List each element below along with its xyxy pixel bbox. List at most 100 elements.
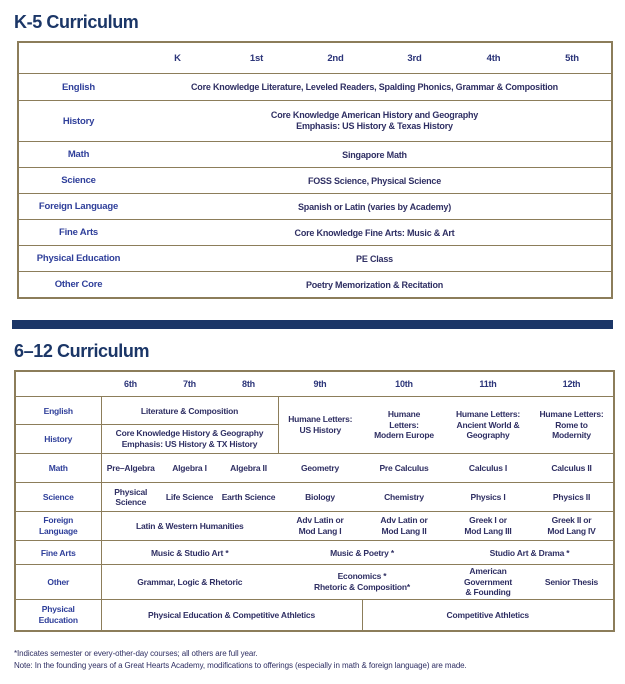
course-cell: Grammar, Logic & Rhetoric: [101, 564, 278, 600]
text-line: Physical: [41, 604, 75, 615]
g612-row-fine-arts: Fine Arts Music & Studio Art * Music & P…: [15, 540, 614, 565]
k5-row-math: Math Singapore Math: [18, 141, 612, 168]
k5-corner-cell: [18, 42, 138, 74]
course-cell: Calculus II: [530, 453, 614, 483]
g612-row-math: Math Pre–Algebra Algebra I Algebra II Ge…: [15, 453, 614, 483]
course-cell: FOSS Science, Physical Science: [138, 167, 612, 194]
g612-curriculum-table: 6th 7th 8th 9th 10th 11th 12th English L…: [14, 370, 615, 632]
subject-cell: History: [15, 424, 102, 454]
course-cell: Core Knowledge Fine Arts: Music & Art: [138, 219, 612, 246]
g612-grade-header: 10th: [362, 371, 446, 397]
text-line: Language: [38, 526, 78, 536]
text-line: Humane: [387, 409, 421, 420]
subject-cell: Foreign Language: [15, 511, 102, 541]
text-line: Emphasis: US History & TX History: [121, 439, 258, 449]
k5-grade-header: 3rd: [375, 42, 454, 74]
course-cell: Latin & Western Humanities: [101, 511, 278, 541]
g612-row-physical-education: Physical Education Physical Education & …: [15, 599, 614, 632]
course-cell: Pre Calculus: [362, 453, 446, 483]
course-cell: Poetry Memorization & Recitation: [138, 271, 612, 299]
subject-cell: English: [15, 396, 102, 425]
g612-row-foreign-language: Foreign Language Latin & Western Humanit…: [15, 511, 614, 541]
g612-grade-header: 11th: [446, 371, 530, 397]
course-cell: Physics I: [446, 482, 530, 512]
course-cell: Senior Thesis: [530, 564, 614, 600]
course-cell: Adv Latin or Mod Lang II: [362, 511, 446, 541]
text-line: Core Knowledge History & Geography: [115, 428, 264, 439]
k5-grade-header: 1st: [217, 42, 296, 74]
text-line: Foreign: [43, 515, 74, 526]
text-line: Core Knowledge American History and Geog…: [270, 109, 479, 120]
course-cell: Geometry: [278, 453, 362, 483]
subject-cell: Foreign Language: [18, 193, 138, 220]
course-cell-humane-10th: Humane Letters: Modern Europe: [362, 396, 446, 454]
course-cell: Greek II or Mod Lang IV: [530, 511, 614, 541]
k5-grade-header: 4th: [454, 42, 533, 74]
text-line: Mod Lang IV: [547, 526, 596, 536]
k5-row-english: English Core Knowledge Literature, Level…: [18, 73, 612, 101]
g612-grade-header: 6th: [101, 371, 160, 397]
k5-grade-header: 2nd: [296, 42, 375, 74]
subject-cell: Fine Arts: [15, 540, 102, 565]
text-line: US History: [299, 425, 342, 435]
g612-grade-header: 12th: [530, 371, 614, 397]
course-cell: Biology: [278, 482, 362, 512]
k5-row-fine-arts: Fine Arts Core Knowledge Fine Arts: Musi…: [18, 219, 612, 246]
course-cell: Pre–Algebra: [101, 453, 160, 483]
course-cell: Chemistry: [362, 482, 446, 512]
text-line: Humane Letters:: [539, 409, 604, 420]
course-cell: Music & Studio Art *: [101, 540, 278, 565]
text-line: Adv Latin or: [380, 515, 428, 526]
text-line: Mod Lang II: [381, 526, 427, 536]
text-line: Geography: [466, 430, 510, 441]
text-line: Economics *: [337, 571, 387, 582]
g612-section-title: 6–12 Curriculum: [14, 341, 150, 361]
text-line: Mod Lang I: [298, 526, 342, 536]
subject-cell: English: [18, 73, 138, 101]
g612-corner-cell: [15, 371, 101, 397]
text-line: Greek I or: [469, 515, 507, 526]
text-line: Modernity: [552, 430, 591, 441]
g612-grade-header: 8th: [219, 371, 278, 397]
subject-cell: Physical Education: [15, 599, 102, 632]
text-line: Modern Europe: [374, 430, 434, 441]
text-line: Education: [38, 614, 78, 625]
g612-row-science: Science Physical Science Life Science Ea…: [15, 482, 614, 512]
text-line: Greek II or: [551, 515, 592, 526]
subject-cell: Math: [18, 141, 138, 168]
text-line: Humane Letters:: [288, 414, 353, 425]
text-line: Rome to: [555, 419, 588, 430]
course-cell: Life Science: [160, 482, 219, 512]
text-line: Emphasis: US History & Texas History: [296, 121, 453, 131]
course-cell: Core Knowledge Literature, Leveled Reade…: [138, 73, 612, 101]
text-line: Humane Letters:: [455, 409, 521, 420]
course-cell: Greek I or Mod Lang III: [446, 511, 530, 541]
g612-row-english: English Literature & Composition Humane …: [15, 396, 614, 454]
subject-cell: Fine Arts: [18, 219, 138, 246]
course-cell: Adv Latin or Mod Lang I: [278, 511, 362, 541]
footnote-note: Note: In the founding years of a Great H…: [14, 661, 467, 671]
course-cell: Physical Education & Competitive Athleti…: [101, 599, 362, 632]
section-divider-bar: [12, 320, 613, 329]
k5-row-foreign-language: Foreign Language Spanish or Latin (varie…: [18, 193, 612, 220]
course-cell: Competitive Athletics: [361, 599, 614, 632]
course-cell: Algebra I: [160, 453, 219, 483]
text-line: Ancient World &: [456, 419, 520, 430]
course-cell: Studio Art & Drama *: [446, 540, 614, 565]
course-cell: PE Class: [138, 245, 612, 272]
subject-cell: Science: [18, 167, 138, 194]
g612-header-row: 6th 7th 8th 9th 10th 11th 12th: [15, 371, 614, 397]
k5-section-title: K-5 Curriculum: [14, 12, 139, 32]
course-cell: Music & Poetry *: [278, 540, 446, 565]
k5-row-other-core: Other Core Poetry Memorization & Recitat…: [18, 271, 612, 299]
course-cell: Core Knowledge American History and Geog…: [138, 100, 612, 142]
course-cell: Physics II: [530, 482, 614, 512]
course-cell-humane-12th: Humane Letters: Rome to Modernity: [530, 396, 614, 454]
g612-row-history: History Core Knowledge History & Geograp…: [15, 424, 614, 454]
g612-grade-header: 7th: [160, 371, 219, 397]
g612-row-other: Other Grammar, Logic & Rhetoric Economic…: [15, 564, 614, 600]
course-cell: Algebra II: [219, 453, 278, 483]
k5-row-physical-education: Physical Education PE Class: [18, 245, 612, 272]
text-line: Mod Lang III: [464, 526, 512, 536]
